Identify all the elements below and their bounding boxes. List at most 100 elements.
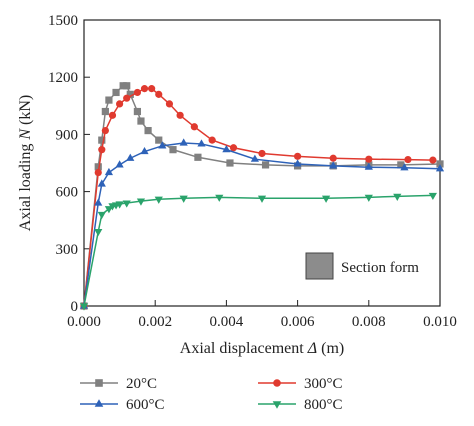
y-axis-title-symbol: N: [17, 128, 34, 141]
data-point: [104, 206, 114, 214]
y-axis: 0 300 600 900 1200 1500: [48, 13, 90, 315]
data-point: [94, 163, 102, 171]
data-point: [208, 136, 216, 144]
data-point: [144, 126, 152, 135]
data-point: [435, 164, 445, 172]
legend-label: 600°C: [126, 397, 165, 413]
legend-entry: 20°C: [80, 376, 157, 392]
data-point: [123, 82, 131, 90]
data-point: [140, 85, 149, 93]
data-point: [397, 161, 405, 169]
data-point: [155, 136, 163, 144]
data-point: [115, 160, 124, 168]
data-point: [137, 117, 145, 125]
data-point: [257, 195, 267, 203]
x-tick-label: 0.006: [281, 314, 315, 330]
data-point: [428, 192, 437, 201]
data-point: [94, 168, 102, 177]
data-point: [393, 193, 402, 201]
x-axis-title-prefix: Axial displacement: [180, 340, 308, 357]
x-axis: 0.000 0.002 0.004 0.006 0.008 0.010: [67, 300, 457, 330]
x-axis-title: Axial displacement Δ (m): [180, 340, 344, 357]
data-point: [140, 146, 149, 155]
data-point: [98, 146, 106, 154]
data-point: [79, 303, 89, 311]
legend-marker: [273, 379, 281, 387]
y-axis-title-suffix: (kN): [17, 95, 34, 129]
data-point: [194, 153, 202, 161]
data-point: [329, 154, 337, 162]
data-point: [364, 194, 373, 202]
legend: 20°C 300°C 600°C 800°C: [80, 376, 343, 413]
data-point: [136, 198, 146, 206]
data-point: [261, 161, 270, 169]
data-point: [404, 155, 412, 164]
data-point: [154, 196, 163, 204]
data-point: [436, 160, 444, 168]
y-tick-label: 1200: [48, 70, 78, 86]
data-point: [190, 123, 198, 131]
series-2: [79, 138, 445, 309]
data-point: [101, 126, 109, 135]
data-point: [116, 100, 124, 108]
y-axis-title-prefix: Axial loading: [17, 140, 34, 232]
data-point: [105, 96, 113, 104]
y-tick-label: 300: [56, 242, 79, 258]
section-form-label: Section form: [341, 260, 419, 276]
series-line: [83, 87, 433, 307]
data-point: [98, 136, 106, 144]
data-point: [429, 156, 437, 164]
data-point: [165, 100, 174, 108]
x-axis-title-symbol: Δ: [307, 340, 317, 357]
data-point: [329, 161, 338, 169]
data-point: [122, 200, 131, 208]
data-point: [133, 88, 141, 97]
data-point: [94, 229, 103, 237]
data-point: [115, 201, 124, 209]
data-point: [148, 85, 156, 93]
legend-marker: [94, 399, 104, 407]
y-tick-label: 1500: [48, 13, 78, 29]
series-line: [83, 194, 433, 307]
data-point: [112, 88, 120, 97]
data-point: [364, 162, 373, 170]
data-point: [104, 167, 114, 176]
series-layer: [79, 82, 445, 311]
section-form-swatch: [305, 252, 334, 280]
data-point: [94, 198, 103, 206]
data-point: [101, 107, 109, 116]
data-point: [226, 159, 234, 167]
data-point: [158, 141, 167, 149]
data-point: [400, 163, 409, 171]
data-point: [197, 139, 206, 147]
series-line: [83, 85, 441, 307]
data-point: [97, 179, 106, 187]
x-tick-label: 0.010: [423, 314, 457, 330]
data-point: [126, 153, 135, 161]
legend-label: 300°C: [304, 376, 343, 392]
data-point: [176, 111, 184, 119]
y-axis-title: Axial loading N (kN): [17, 95, 34, 231]
data-point: [215, 194, 224, 202]
legend-entry: 800°C: [258, 397, 343, 413]
data-point: [169, 146, 177, 154]
data-point: [179, 195, 188, 203]
data-point: [293, 159, 302, 167]
y-tick-label: 600: [56, 185, 79, 201]
data-point: [155, 90, 163, 98]
x-axis-title-suffix: (m): [317, 340, 344, 357]
data-point: [97, 211, 106, 220]
legend-marker: [95, 379, 103, 387]
legend-entry: 300°C: [258, 376, 343, 392]
data-point: [258, 149, 266, 158]
legend-marker: [272, 401, 282, 409]
y-tick-label: 900: [56, 127, 79, 143]
x-tick-label: 0.008: [352, 314, 386, 330]
legend-label: 20°C: [126, 376, 157, 392]
data-point: [126, 90, 134, 98]
y-tick-label: 0: [71, 299, 79, 315]
data-point: [133, 107, 141, 116]
legend-label: 800°C: [304, 397, 343, 413]
series-3: [79, 192, 437, 311]
data-point: [294, 152, 302, 160]
